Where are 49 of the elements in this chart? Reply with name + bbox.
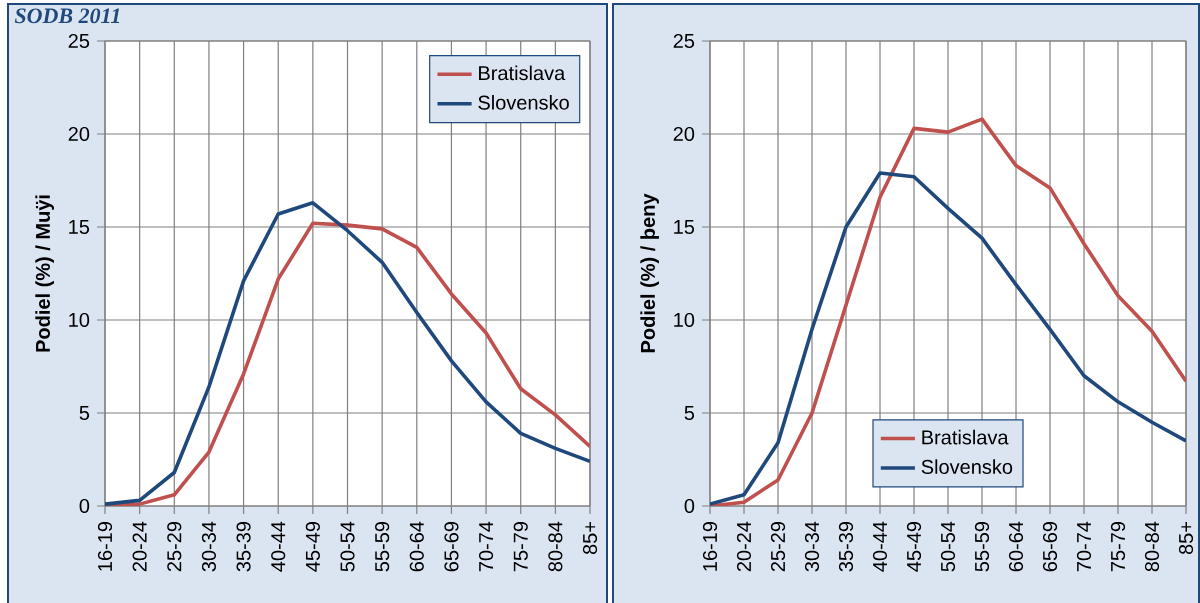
- x-tick-label: 30-34: [201, 521, 217, 572]
- x-tick-label: 20-24: [132, 521, 147, 572]
- legend-label: Slovensko: [921, 459, 1013, 474]
- y-axis-title: Podiel (%) / Muÿi: [35, 195, 54, 352]
- y-tick-label: 20: [673, 126, 695, 142]
- legend-label: Bratislava: [922, 429, 1009, 445]
- y-tick-label: 5: [684, 406, 695, 420]
- x-tick-label: 70-74: [1076, 521, 1092, 572]
- x-tick-label: 35-39: [236, 521, 251, 572]
- y-tick-label: 15: [674, 220, 695, 234]
- x-tick-label: 40-44: [271, 521, 286, 572]
- x-tick-label: 45-49: [305, 521, 320, 572]
- x-tick-label: 16-19: [97, 521, 113, 571]
- y-tick-label: 10: [674, 312, 695, 328]
- y-tick-label: 25: [673, 33, 695, 49]
- x-tick-label: 45-49: [906, 521, 922, 572]
- x-tick-label: 25-29: [167, 521, 182, 572]
- x-tick-label: 85+: [1178, 522, 1194, 555]
- x-tick-label: 25-29: [770, 521, 786, 572]
- chart-title: SODB 2011: [14, 8, 120, 24]
- x-tick-label: 70-74: [479, 521, 494, 572]
- x-tick-label: 75-79: [1110, 521, 1126, 572]
- x-tick-label: 80-84: [1144, 521, 1160, 572]
- y-tick-label: 0: [79, 498, 90, 514]
- x-tick-label: 40-44: [872, 521, 888, 572]
- y-tick-label: 0: [684, 498, 695, 514]
- x-tick-label: 85+: [582, 522, 598, 555]
- x-tick-label: 55-59: [974, 521, 990, 572]
- legend-label: Bratislava: [479, 65, 566, 81]
- x-tick-label: 60-64: [409, 521, 424, 572]
- x-tick-label: 65-69: [444, 521, 459, 572]
- y-tick-label: 5: [79, 406, 90, 420]
- y-axis-title: Podiel (%) / þeny: [640, 193, 659, 353]
- x-tick-label: 20-24: [736, 521, 752, 572]
- x-tick-label: 80-84: [548, 521, 563, 572]
- x-tick-label: 35-39: [838, 521, 854, 572]
- y-tick-label: 10: [69, 312, 90, 328]
- x-tick-label: 75-79: [513, 521, 528, 572]
- x-tick-label: 50-54: [340, 521, 355, 572]
- y-tick-label: 25: [68, 33, 90, 49]
- x-tick-label: 16-19: [702, 521, 718, 571]
- x-tick-label: 55-59: [375, 521, 390, 572]
- x-tick-label: 30-34: [804, 521, 820, 572]
- y-tick-label: 20: [68, 126, 90, 142]
- legend-label: Slovensko: [478, 95, 569, 110]
- x-tick-label: 65-69: [1042, 521, 1058, 572]
- x-tick-label: 50-54: [940, 521, 956, 572]
- x-tick-label: 60-64: [1008, 521, 1024, 572]
- y-tick-label: 15: [69, 220, 90, 234]
